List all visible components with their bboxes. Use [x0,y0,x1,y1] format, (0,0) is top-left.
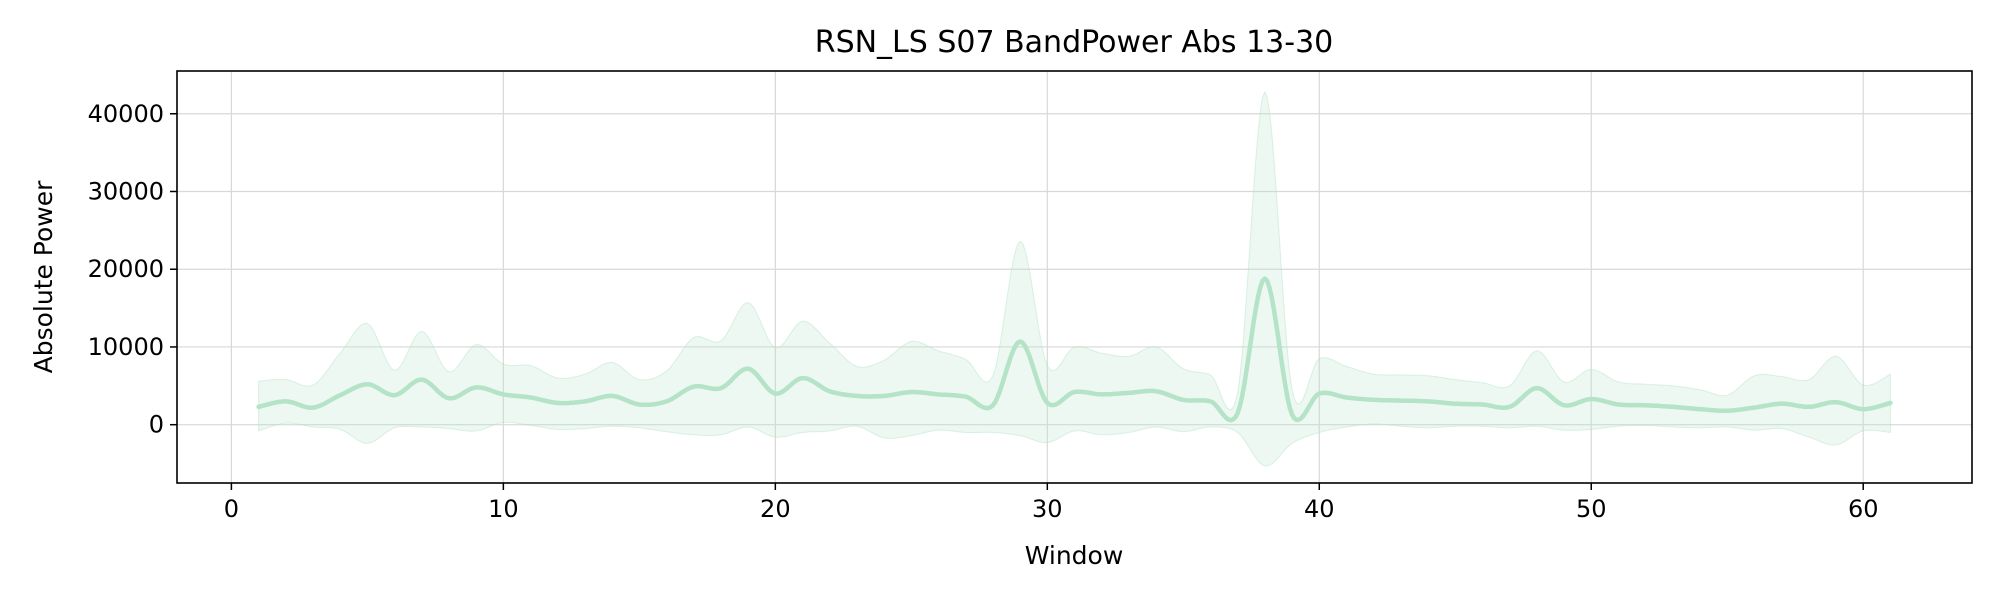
data-point [1290,413,1294,417]
data-point [284,399,288,403]
data-point [474,385,478,389]
data-point [909,390,913,394]
x-axis: 0 10 20 30 40 50 60 [224,483,1879,523]
data-point [420,378,424,382]
data-point [1018,340,1022,344]
x-tick-label: 60 [1848,495,1879,523]
data-point [1236,411,1240,415]
data-point [1208,399,1212,403]
data-point [1181,398,1185,402]
data-point [583,399,587,403]
data-point [1344,395,1348,399]
data-point [1073,390,1077,394]
data-point [447,396,451,400]
data-point [529,395,533,399]
data-point [501,392,505,396]
data-point [692,385,696,389]
data-point [1372,398,1376,402]
data-point [1698,407,1702,411]
data-point [1535,386,1539,390]
data-point [1508,405,1512,409]
data-point [665,399,669,403]
chart-title: RSN_LS S07 BandPower Abs 13-30 [815,25,1334,60]
y-tick-label: 0 [149,411,164,439]
data-point [828,389,832,393]
x-tick-label: 0 [224,495,239,523]
y-tick-label: 10000 [88,333,164,361]
y-tick-label: 30000 [88,177,164,205]
data-point [610,394,614,398]
data-point [1589,397,1593,401]
data-point [1045,401,1049,405]
plot-frame [176,70,1973,484]
data-point [855,394,859,398]
data-point [1562,403,1566,407]
data-point [1263,277,1267,281]
y-axis-label: Absolute Power [29,180,58,374]
data-point [964,395,968,399]
data-point [1644,403,1648,407]
data-point [1399,399,1403,403]
plot-area [256,90,1893,467]
data-point [1616,402,1620,406]
data-point [1752,406,1756,410]
x-tick-label: 20 [760,495,791,523]
data-point [719,386,723,390]
x-tick-label: 50 [1576,495,1607,523]
data-point [746,367,750,371]
x-tick-label: 40 [1304,495,1335,523]
data-point [637,402,641,406]
data-point [1780,402,1784,406]
y-axis: 0 10000 20000 30000 40000 [88,100,177,439]
data-point [1834,400,1838,404]
data-point [1453,402,1457,406]
x-axis-label: Window [1025,541,1124,570]
data-point [1154,389,1158,393]
confidence-band [258,90,1891,467]
data-point [991,403,995,407]
data-point [1480,402,1484,406]
grid [177,71,1972,483]
x-tick-label: 10 [488,495,519,523]
data-point [1426,399,1430,403]
data-point [365,382,369,386]
data-point [1888,401,1892,405]
data-point [1671,405,1675,409]
data-point [773,392,777,396]
data-point [882,394,886,398]
data-point [311,406,315,410]
data-point [801,376,805,380]
data-point [937,392,941,396]
data-point [257,405,261,409]
data-point [1127,391,1131,395]
data-point [1861,407,1865,411]
data-point [1725,409,1729,413]
y-tick-label: 40000 [88,100,164,128]
data-point [1807,405,1811,409]
data-point [1100,392,1104,396]
data-point [556,401,560,405]
series-line [256,276,1893,423]
data-point [393,393,397,397]
data-point [1317,392,1321,396]
data-point [338,393,342,397]
y-tick-label: 20000 [88,255,164,283]
x-tick-label: 30 [1032,495,1063,523]
